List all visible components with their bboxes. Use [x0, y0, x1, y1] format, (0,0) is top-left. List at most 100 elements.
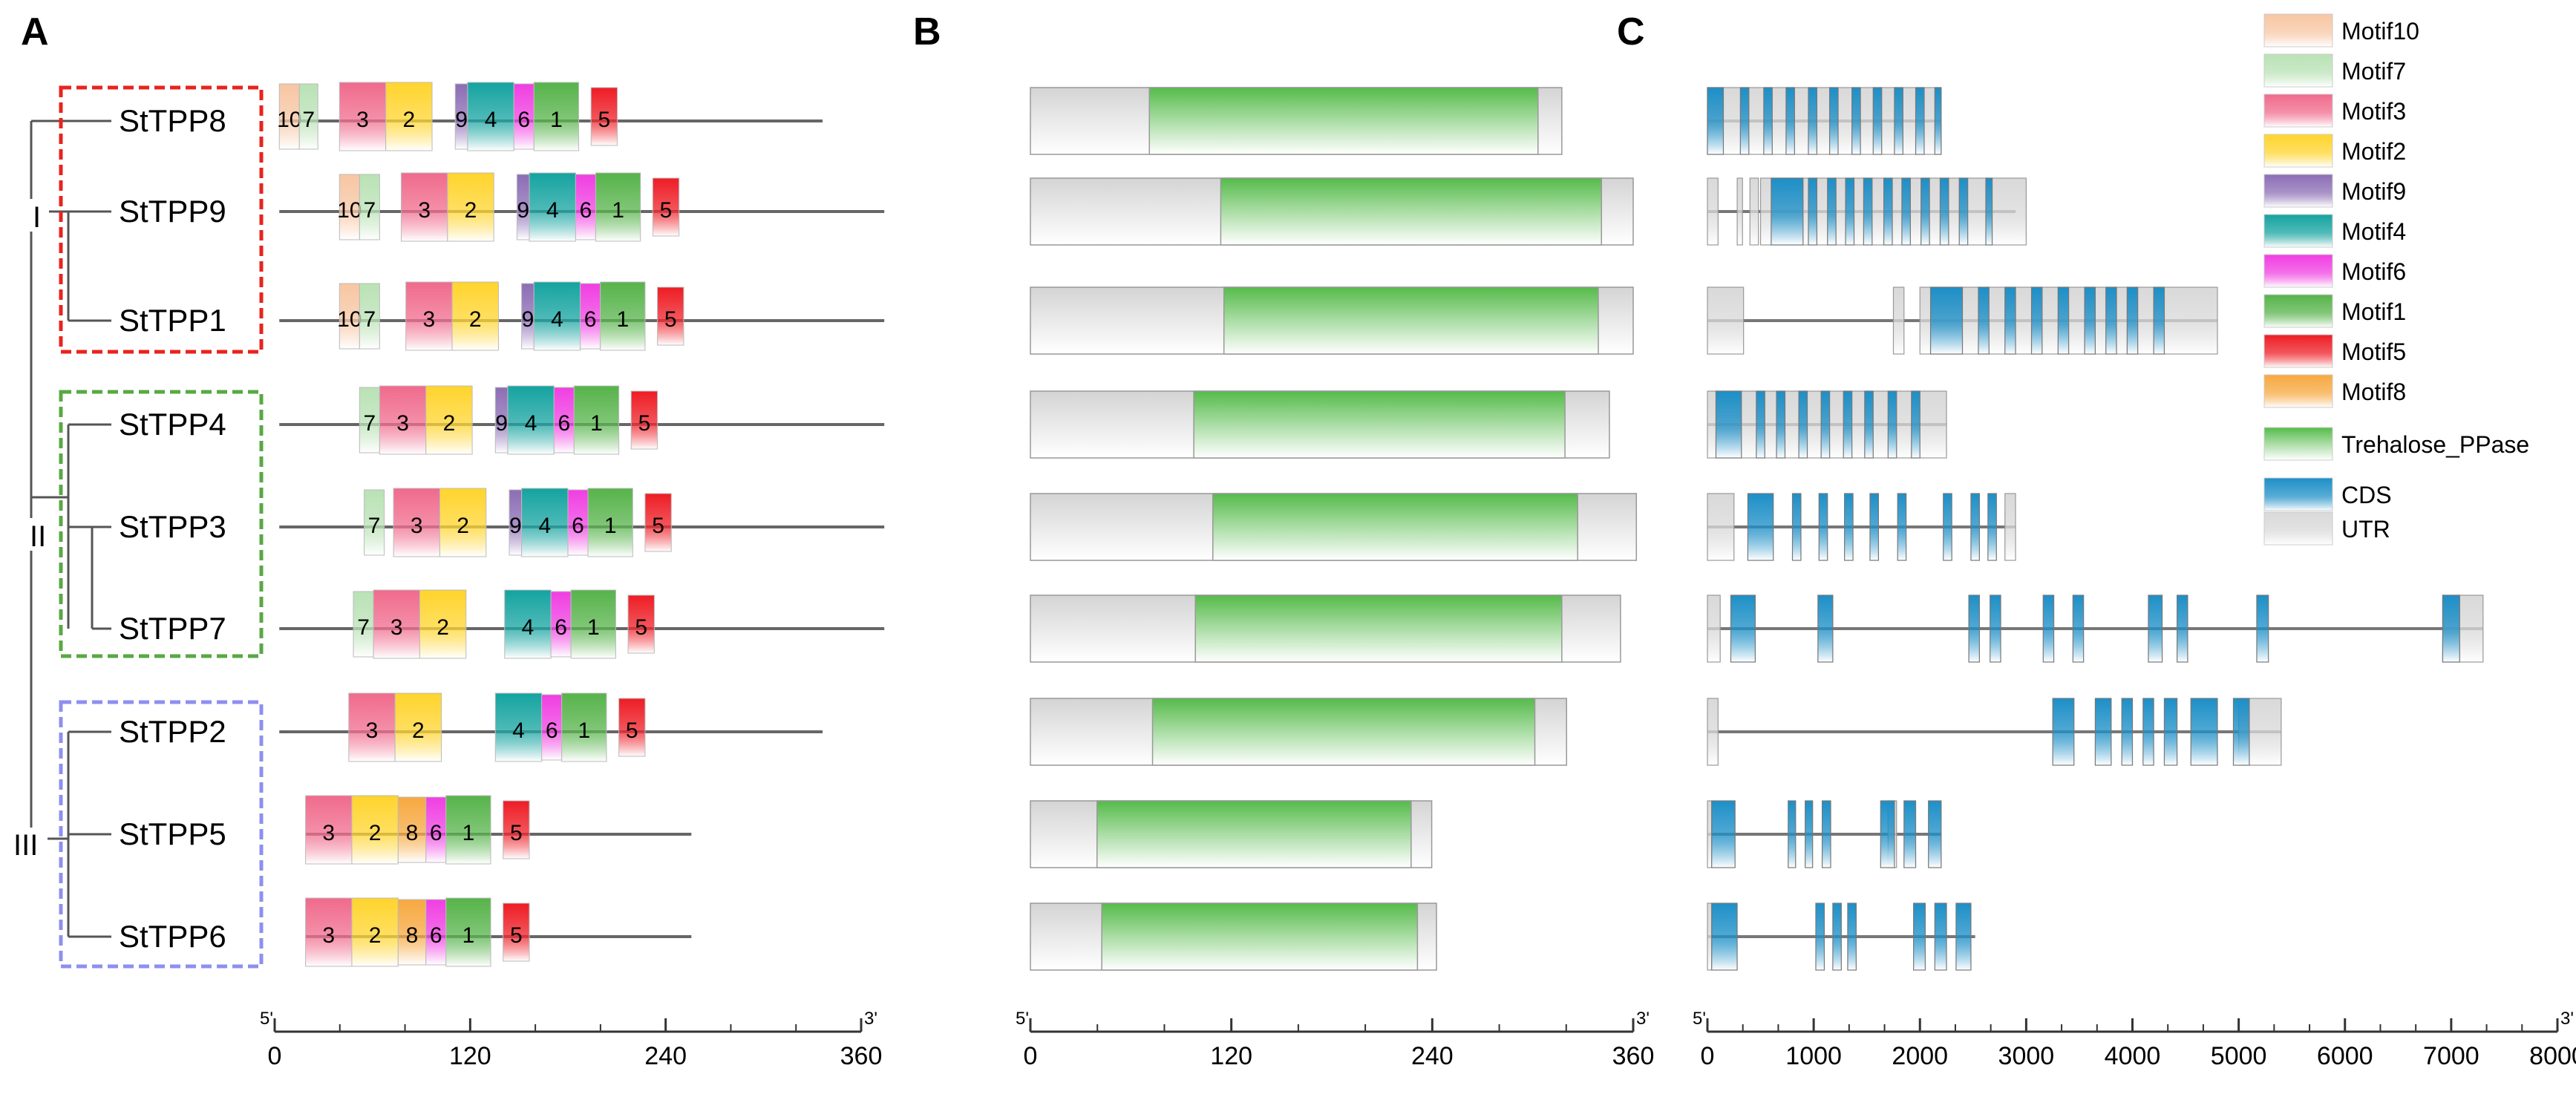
motif-1-box — [587, 488, 633, 557]
cds-block — [1843, 390, 1853, 459]
cds-block — [1828, 87, 1839, 155]
cds-block — [1863, 177, 1873, 246]
legend-label: Motif3 — [2341, 98, 2406, 125]
cds-block — [1808, 177, 1818, 246]
group-label-ii-bg — [27, 518, 49, 551]
cds-block — [1715, 390, 1742, 459]
motif-1-box — [570, 589, 616, 659]
utr-block — [1707, 800, 1713, 868]
motif-1-box — [445, 897, 491, 967]
legend-swatch-utr — [2263, 511, 2333, 546]
cds-block — [1958, 177, 1969, 246]
axis-motif-five-prime: 5' — [260, 1009, 273, 1029]
motif-number: 5 — [626, 718, 638, 743]
utr-block — [1707, 493, 1735, 561]
motif-number: 1 — [587, 615, 600, 640]
cds-block — [1844, 493, 1854, 561]
axis-structure: 0 1000 2000 3000 4000 5000 6000 7000 8000 5' 3' — [1693, 1009, 2576, 1070]
cds-block — [1756, 390, 1765, 459]
utr-block — [1707, 177, 1719, 246]
motif-number: 3 — [390, 615, 403, 640]
domain-panel — [1030, 87, 1638, 971]
cds-block — [1869, 493, 1880, 561]
cds-block — [1911, 390, 1920, 459]
cds-block — [1821, 800, 1831, 868]
motif-number: 6 — [430, 923, 442, 948]
cds-block — [1934, 87, 1942, 155]
motif-number: 1 — [550, 108, 563, 132]
motif-3-box — [393, 488, 440, 557]
cds-block — [1771, 177, 1804, 246]
trehalose-ppase-domain — [1220, 177, 1603, 246]
motif-6-box — [580, 283, 601, 350]
motif-number: 2 — [437, 615, 449, 640]
legend-label: Motif10 — [2341, 18, 2419, 45]
cds-block — [1913, 903, 1926, 971]
cds-block — [2121, 698, 2134, 766]
cds-block — [1934, 903, 1947, 971]
motif-2-box — [447, 172, 494, 242]
legend-label: Motif5 — [2341, 338, 2406, 365]
motif-number: 2 — [369, 821, 382, 845]
motif-number: 3 — [322, 923, 335, 948]
motif-number: 9 — [522, 307, 535, 332]
trehalose-ppase-domain — [1212, 493, 1578, 561]
cds-block — [2030, 286, 2043, 355]
motif-number: 6 — [517, 108, 530, 132]
cds-block — [1903, 800, 1917, 868]
motif-6-box — [575, 174, 596, 240]
legend-label: Motif9 — [2341, 178, 2406, 205]
motif-number: 2 — [403, 108, 416, 132]
legend-label: Motif1 — [2341, 298, 2406, 325]
motif-number: 2 — [369, 923, 382, 948]
cds-block — [2052, 698, 2075, 766]
motif-panel: 10 7 3 2 9 4 6 1 510 7 3 2 9 4 6 1 510 7 3 2 9 4 6 1 57 3 2 9 4 6 1 57 3… — [277, 82, 885, 967]
legend: Motif10 Motif7 Motif3 Motif2 Motif9 Motif4 Mot… — [2263, 13, 2529, 546]
motif-1-box — [533, 82, 580, 151]
cds-block — [1915, 87, 1925, 155]
motif-number: 10 — [277, 108, 301, 132]
axis-domain: 0 120 240 360 5' 3' — [1016, 1009, 1654, 1070]
axis-structure-tick-label: 1000 — [1785, 1042, 1842, 1070]
motif-7-box — [359, 174, 380, 240]
axis-domain-five-prime: 5' — [1016, 1009, 1029, 1029]
cds-block — [1872, 87, 1883, 155]
cds-block — [2442, 595, 2460, 663]
cds-block — [1990, 595, 2001, 663]
cds-block — [1847, 903, 1857, 971]
motif-5-box — [644, 493, 672, 552]
motif-number: 2 — [412, 718, 425, 743]
motif-number: 4 — [522, 615, 535, 640]
group-label-iii: III — [13, 829, 38, 862]
motif-number: 3 — [322, 821, 335, 845]
motif-number: 9 — [455, 108, 468, 132]
motif-number: 7 — [368, 514, 381, 538]
motif-6-box — [550, 591, 572, 658]
motif-1-box — [561, 692, 607, 762]
utr-block — [2004, 493, 2016, 561]
cds-block — [2148, 595, 2163, 663]
motif-4-box — [521, 488, 569, 557]
cds-block — [1827, 177, 1837, 246]
legend-swatch-domain — [2263, 427, 2333, 461]
motif-number: 5 — [638, 411, 651, 436]
motif-6-box — [513, 83, 535, 150]
cds-block — [2190, 698, 2218, 766]
group-box-ii — [59, 390, 264, 658]
panel-label-b: B — [913, 10, 941, 53]
axis-motif: 0 120 240 360 5' 3' — [260, 1009, 882, 1070]
utr-block — [1707, 903, 1713, 971]
motif-number: 3 — [423, 307, 436, 332]
motif-8-box — [397, 899, 427, 966]
motif-number: 1 — [612, 198, 624, 223]
cds-block — [1788, 800, 1797, 868]
motif-7-box — [359, 387, 380, 453]
motif-number: 7 — [364, 198, 376, 223]
motif-5-box — [652, 177, 680, 237]
cds-block — [1730, 595, 1756, 663]
motif-4-box — [504, 589, 552, 659]
motif-4-box — [494, 692, 543, 762]
legend-swatch-motif10 — [2263, 13, 2333, 48]
legend-label: Motif4 — [2341, 218, 2406, 245]
axis-motif-tick-label: 0 — [268, 1042, 282, 1070]
